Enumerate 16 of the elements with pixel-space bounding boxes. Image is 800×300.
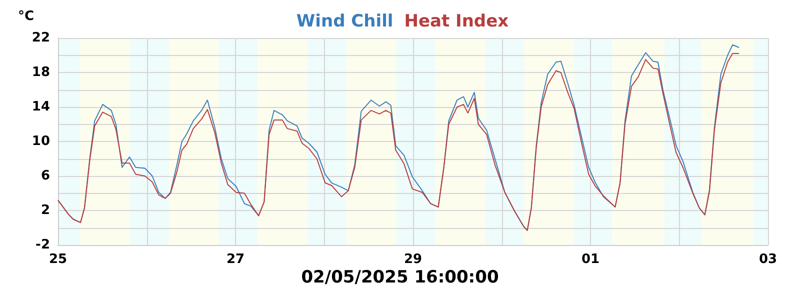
y-tick-label: 18 — [32, 65, 50, 80]
y-tick-label: 22 — [32, 30, 50, 46]
y-tick-label: 6 — [40, 168, 50, 184]
x-tick-label: 03 — [758, 252, 778, 267]
x-tick-label: 29 — [404, 252, 422, 267]
x-tick-label: 27 — [226, 252, 245, 267]
text: 02/05/2025 16:00:00 — [301, 268, 499, 288]
y-tick-label: -2 — [36, 238, 50, 252]
y-axis-title: °C — [18, 9, 34, 24]
x-tick-label: 01 — [581, 252, 600, 267]
y-tick-label: 14 — [32, 100, 50, 114]
text: Wind Chill — [296, 12, 394, 32]
y-tick-label: 10 — [32, 134, 50, 149]
x-tick-label: 25 — [48, 252, 68, 267]
text: Heat Index — [404, 12, 509, 32]
y-tick-label: 2 — [40, 203, 50, 218]
